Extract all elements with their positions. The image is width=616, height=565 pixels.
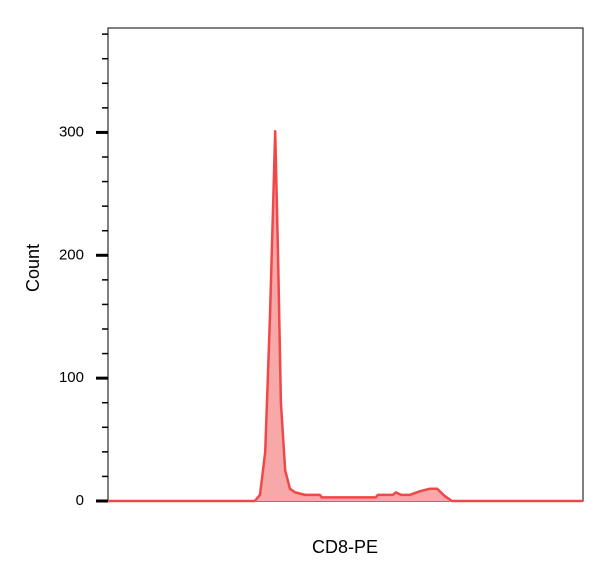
plot-frame: [107, 27, 584, 502]
y-axis-title: Count: [23, 244, 43, 292]
y-tick-label: 300: [59, 123, 84, 140]
line: [108, 129, 583, 503]
y-tick-label: 0: [76, 492, 84, 509]
x-axis-title: CD8-PE: [312, 537, 378, 557]
y-tick-label: 100: [59, 369, 84, 386]
y-tick-label: 200: [59, 246, 84, 263]
area-fill: [108, 131, 583, 501]
